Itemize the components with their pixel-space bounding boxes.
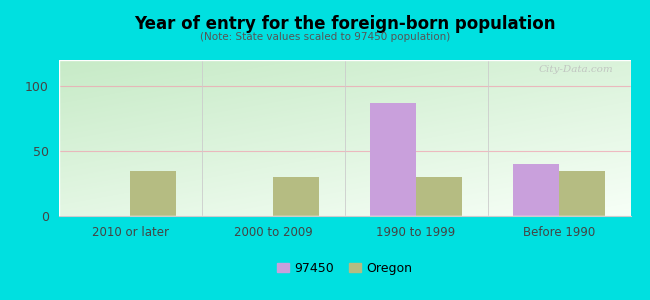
Title: Year of entry for the foreign-born population: Year of entry for the foreign-born popul…: [134, 15, 555, 33]
Bar: [416, 177, 462, 216]
Text: (Note: State values scaled to 97450 population): (Note: State values scaled to 97450 popu…: [200, 32, 450, 41]
Bar: [130, 170, 176, 216]
Bar: [370, 103, 416, 216]
Bar: [514, 164, 559, 216]
Text: City-Data.com: City-Data.com: [539, 65, 614, 74]
Legend: 97450, Oregon: 97450, Oregon: [272, 257, 417, 280]
Bar: [273, 177, 318, 216]
Bar: [559, 170, 604, 216]
